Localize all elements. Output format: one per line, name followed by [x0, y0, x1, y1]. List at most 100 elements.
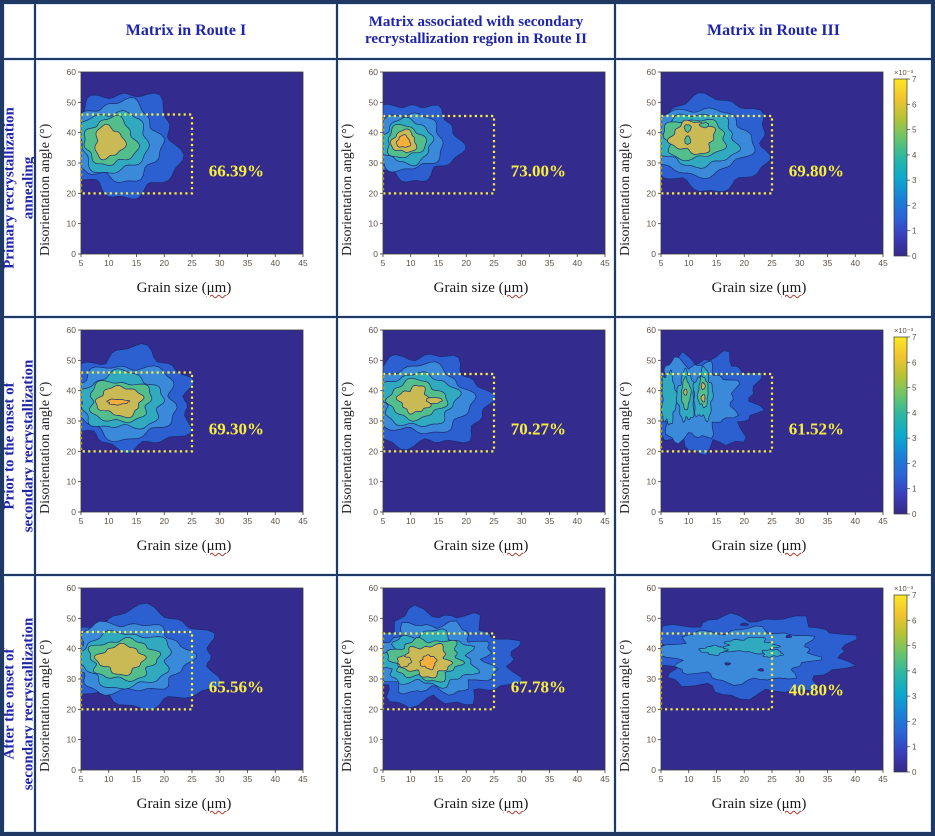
svg-text:35: 35	[823, 516, 833, 526]
svg-text:1: 1	[912, 227, 917, 236]
svg-text:3: 3	[912, 176, 917, 185]
svg-text:40: 40	[851, 258, 861, 268]
svg-text:10: 10	[684, 774, 694, 784]
svg-text:45: 45	[878, 258, 888, 268]
x-label-post: )	[226, 796, 232, 812]
svg-text:20: 20	[740, 258, 750, 268]
svg-text:10: 10	[647, 477, 657, 487]
x-axis-label: Grain size (μm)	[356, 796, 606, 813]
svg-text:20: 20	[740, 774, 750, 784]
svg-text:15: 15	[434, 258, 444, 268]
svg-text:50: 50	[647, 613, 657, 623]
row-label-text: Primary recrystallization annealing	[4, 107, 34, 269]
svg-text:40: 40	[573, 774, 583, 784]
svg-text:30: 30	[215, 774, 225, 784]
svg-text:60: 60	[67, 583, 77, 593]
svg-text:35: 35	[243, 258, 253, 268]
svg-text:40: 40	[573, 258, 583, 268]
svg-text:20: 20	[160, 516, 170, 526]
svg-text:50: 50	[369, 613, 379, 623]
svg-text:5: 5	[912, 126, 917, 135]
svg-text:40: 40	[851, 774, 861, 784]
svg-text:10: 10	[104, 774, 114, 784]
svg-text:60: 60	[647, 583, 657, 593]
column-header-route2: Matrix associated with secondary recryst…	[338, 4, 614, 58]
svg-text:40: 40	[271, 516, 281, 526]
y-axis-label: Disorientation angle (°)	[38, 381, 53, 515]
svg-text:0: 0	[912, 768, 917, 777]
svg-text:30: 30	[67, 674, 77, 684]
svg-text:20: 20	[67, 446, 77, 456]
svg-text:10: 10	[67, 735, 77, 745]
svg-text:30: 30	[215, 258, 225, 268]
svg-text:0: 0	[71, 249, 76, 259]
x-label-pre: Grain size (	[136, 796, 207, 812]
svg-text:15: 15	[434, 774, 444, 784]
svg-text:61.52%: 61.52%	[789, 420, 844, 439]
svg-text:40: 40	[271, 258, 281, 268]
row-label-primary-recrystallization: Primary recrystallization annealing	[4, 60, 34, 316]
svg-text:0: 0	[651, 765, 656, 775]
svg-text:2: 2	[912, 459, 917, 468]
svg-text:40: 40	[369, 386, 379, 396]
svg-text:0: 0	[373, 507, 378, 517]
svg-text:25: 25	[187, 774, 197, 784]
svg-text:10: 10	[369, 219, 379, 229]
y-axis-label: Disorientation angle (°)	[618, 639, 633, 773]
svg-text:15: 15	[712, 774, 722, 784]
svg-text:0: 0	[912, 252, 917, 261]
svg-text:0: 0	[373, 249, 378, 259]
svg-text:69.30%: 69.30%	[209, 420, 264, 439]
x-label-pre: Grain size (	[433, 796, 504, 812]
x-label-unit: μm	[781, 538, 802, 554]
contour-plot: 73.00% 5 10 15 20 25 30 35 40 45 0 10 20 30 40 50 60	[369, 67, 610, 268]
svg-text:5: 5	[381, 774, 386, 784]
svg-text:45: 45	[298, 516, 308, 526]
svg-text:30: 30	[647, 674, 657, 684]
svg-text:6: 6	[912, 358, 917, 367]
svg-text:60: 60	[369, 67, 379, 77]
svg-text:40: 40	[851, 516, 861, 526]
plot-cell-r3c1: Disorientation angle (°) 65.56% 5 10 15 20 25…	[36, 576, 336, 832]
svg-text:5: 5	[381, 516, 386, 526]
row-label-line2-wavy: secondary	[20, 725, 34, 791]
svg-text:20: 20	[160, 258, 170, 268]
svg-text:45: 45	[298, 258, 308, 268]
row-label-line2-wavy: secondary	[20, 467, 34, 533]
x-label-post: )	[801, 538, 807, 554]
svg-text:5: 5	[912, 642, 917, 651]
svg-text:5: 5	[79, 516, 84, 526]
x-label-post: )	[226, 280, 232, 296]
svg-text:20: 20	[369, 704, 379, 714]
x-label-unit: μm	[781, 280, 802, 296]
contour-plot: 69.30% 5 10 15 20 25 30 35 40 45 0 10 20 30 40 50 60	[67, 325, 308, 526]
row-label-after-onset: After the onset of secondary recrystalli…	[4, 576, 34, 832]
svg-text:0: 0	[71, 765, 76, 775]
svg-text:25: 25	[489, 774, 499, 784]
svg-text:73.00%: 73.00%	[511, 162, 566, 181]
x-axis-label: Grain size (μm)	[54, 280, 314, 297]
svg-text:7: 7	[912, 75, 917, 84]
svg-text:20: 20	[369, 446, 379, 456]
svg-text:5: 5	[79, 258, 84, 268]
svg-text:40: 40	[647, 644, 657, 654]
plot-cell-r3c2: Disorientation angle (°) 67.78% 5 10 15 20 25…	[338, 576, 614, 832]
svg-text:5: 5	[912, 384, 917, 393]
svg-text:40: 40	[369, 644, 379, 654]
svg-text:5: 5	[659, 774, 664, 784]
svg-text:60: 60	[369, 583, 379, 593]
svg-text:20: 20	[67, 704, 77, 714]
svg-text:60: 60	[647, 325, 657, 335]
svg-text:7: 7	[912, 333, 917, 342]
svg-text:65.56%: 65.56%	[209, 678, 264, 697]
x-axis-label: Grain size (μm)	[634, 796, 884, 813]
svg-text:25: 25	[187, 516, 197, 526]
svg-text:3: 3	[912, 434, 917, 443]
svg-text:30: 30	[67, 158, 77, 168]
contour-plot: 65.56% 5 10 15 20 25 30 35 40 45 0 10 20 30 40 50 60	[67, 583, 308, 784]
svg-text:40: 40	[67, 644, 77, 654]
svg-text:30: 30	[517, 774, 527, 784]
